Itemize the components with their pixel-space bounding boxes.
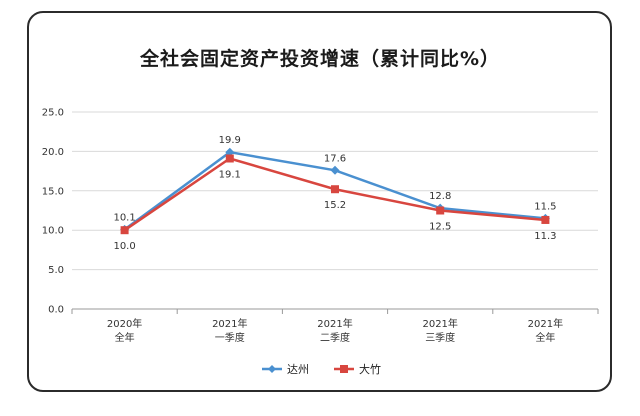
x-tick-label: 一季度 xyxy=(215,331,245,344)
chart-title: 全社会固定资产投资增速（累计同比%） xyxy=(139,48,501,70)
x-tick-label: 全年 xyxy=(535,331,555,344)
data-point xyxy=(225,154,234,163)
data-label: 12.8 xyxy=(429,191,451,202)
data-point xyxy=(436,206,445,215)
x-tick-label: 二季度 xyxy=(320,331,350,344)
chart-frame xyxy=(27,11,612,392)
legend-label: 达州 xyxy=(287,363,309,376)
y-tick-label: 5.0 xyxy=(48,265,64,276)
y-tick-label: 15.0 xyxy=(42,186,64,197)
data-label: 15.2 xyxy=(324,200,346,211)
data-point xyxy=(225,147,235,157)
legend-label: 大竹 xyxy=(359,362,381,376)
y-tick-label: 25.0 xyxy=(42,108,64,119)
x-tick-label: 2021年 xyxy=(212,317,247,330)
data-point xyxy=(120,226,129,235)
data-label: 19.1 xyxy=(219,169,241,180)
data-label: 10.1 xyxy=(113,212,135,223)
data-point xyxy=(330,165,340,175)
legend-marker xyxy=(340,365,348,373)
x-tick-label: 2021年 xyxy=(317,317,352,330)
y-tick-label: 10.0 xyxy=(42,226,64,237)
legend-marker xyxy=(268,365,276,373)
data-label: 10.0 xyxy=(113,241,135,252)
data-point xyxy=(541,215,550,224)
data-label: 12.5 xyxy=(429,222,451,233)
x-tick-label: 2020年 xyxy=(107,317,142,330)
y-tick-label: 20.0 xyxy=(42,147,64,158)
data-label: 17.6 xyxy=(324,153,346,164)
data-label: 11.5 xyxy=(534,201,556,212)
x-tick-label: 全年 xyxy=(115,331,135,344)
data-label: 11.3 xyxy=(534,231,556,242)
data-point xyxy=(331,185,339,194)
x-tick-label: 2021年 xyxy=(422,317,457,330)
y-tick-label: 0.0 xyxy=(48,305,64,316)
x-tick-label: 2021年 xyxy=(528,317,563,330)
data-label: 19.9 xyxy=(219,135,241,146)
x-tick-label: 三季度 xyxy=(425,331,455,344)
